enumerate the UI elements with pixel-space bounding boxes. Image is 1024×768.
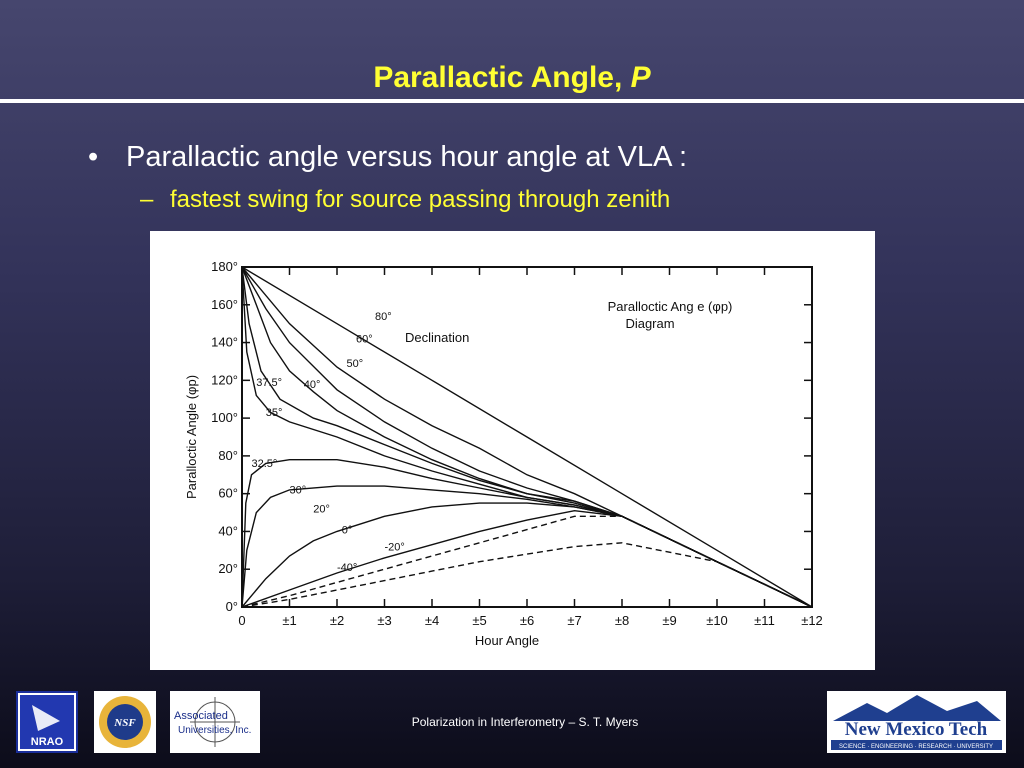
x-tick-label: ±3 [377,613,391,628]
nmt-tagline: SCIENCE · ENGINEERING · RESEARCH · UNIVE… [839,744,993,750]
x-axis-label: Hour Angle [475,633,539,648]
series-label-3: 40° [304,379,321,391]
series-label-2: 50° [347,358,364,370]
nrao-logo: NRAO [16,691,78,753]
associated-universities-logo: Associated Universities, Inc. [170,691,260,753]
au-text-1: Associated [174,710,228,722]
x-tick-label: ±4 [425,613,439,628]
x-tick-label: ±5 [472,613,486,628]
x-tick-label: ±2 [330,613,344,628]
series-line-10 [241,515,813,608]
bullet-level-1: • Parallactic angle versus hour angle at … [88,140,687,174]
series-label-8: 20° [313,504,330,516]
bullet-2-text: fastest swing for source passing through… [170,186,671,213]
series-line-11 [241,542,813,608]
au-text-2: Universities, Inc. [178,725,251,736]
x-tick-label: 0 [238,613,245,628]
x-tick-label: ±8 [615,613,629,628]
y-tick-label: 180° [211,259,238,274]
title-divider [0,99,1024,103]
series-label-9: 0° [342,524,353,536]
series-label-6: 32.5° [252,458,278,470]
footer-text: Polarization in Interferometry – S. T. M… [411,715,639,729]
title-text: Parallactic Angle, [373,61,631,94]
x-tick-label: ±12 [801,613,823,628]
y-tick-label: 0° [226,599,238,614]
nrao-text: NRAO [31,736,64,748]
chart-svg: 0 ±1 ±2 ±3 ±4 ±5 ±6 ±7 ±8 ±9 ±10 ±11 ±120°20°40°60°8… [184,259,823,648]
series-line-0 [241,266,813,608]
x-tick-label: ±11 [754,613,775,628]
chart-title-line-1: Paralloctic Ang e (φp) [608,299,733,314]
x-tick-label: ±1 [282,613,296,628]
series-label-0: 80° [375,311,392,323]
title-symbol: P [630,61,651,94]
y-tick-label: 40° [218,523,238,538]
series-line-9 [241,509,813,608]
y-tick-label: 120° [211,372,238,387]
x-tick-label: ±9 [662,613,676,628]
chart-title-line-2: Diagram [625,316,674,331]
parallactic-angle-chart: 0 ±1 ±2 ±3 ±4 ±5 ±6 ±7 ±8 ±9 ±10 ±11 ±12 0° 20° 40° 60° 8… [150,231,875,670]
y-tick-label: 100° [211,410,238,425]
y-tick-label: 140° [211,335,238,350]
series-label-7: 30° [290,485,307,497]
bullet-1-text: Parallactic angle versus hour angle at V… [126,141,687,173]
bullet-marker: • [88,141,99,173]
y-tick-label: 160° [211,297,238,312]
new-mexico-tech-logo: New Mexico Tech SCIENCE · ENGINEERING · … [827,691,1006,753]
y-tick-label: 60° [218,486,238,501]
series-label-10: -20° [385,541,405,553]
sub-bullet-marker: – [140,186,154,213]
x-tick-label: ±7 [567,613,581,628]
nsf-text: NSF [113,717,136,729]
y-tick-label: 80° [218,448,238,463]
nsf-logo: NSF [94,691,156,753]
series-label-5: 35° [266,407,283,419]
x-tick-label: ±6 [520,613,534,628]
series-label-11: -40° [337,562,357,574]
series-line-6 [241,459,813,608]
x-tick-label: ±10 [706,613,728,628]
series-label-1: 60° [356,334,373,346]
nmt-name: New Mexico Tech [845,719,988,740]
slide-title: Parallactic Angle, P [0,60,1024,96]
series-label-4: 37.5° [256,377,282,389]
legend-title: Declination [405,330,469,345]
series-line-8 [241,502,813,608]
y-tick-label: 20° [218,561,238,576]
bullet-level-2: – fastest swing for source passing throug… [140,186,670,214]
y-axis-label: Paralloctic Angle (φp) [184,375,199,499]
